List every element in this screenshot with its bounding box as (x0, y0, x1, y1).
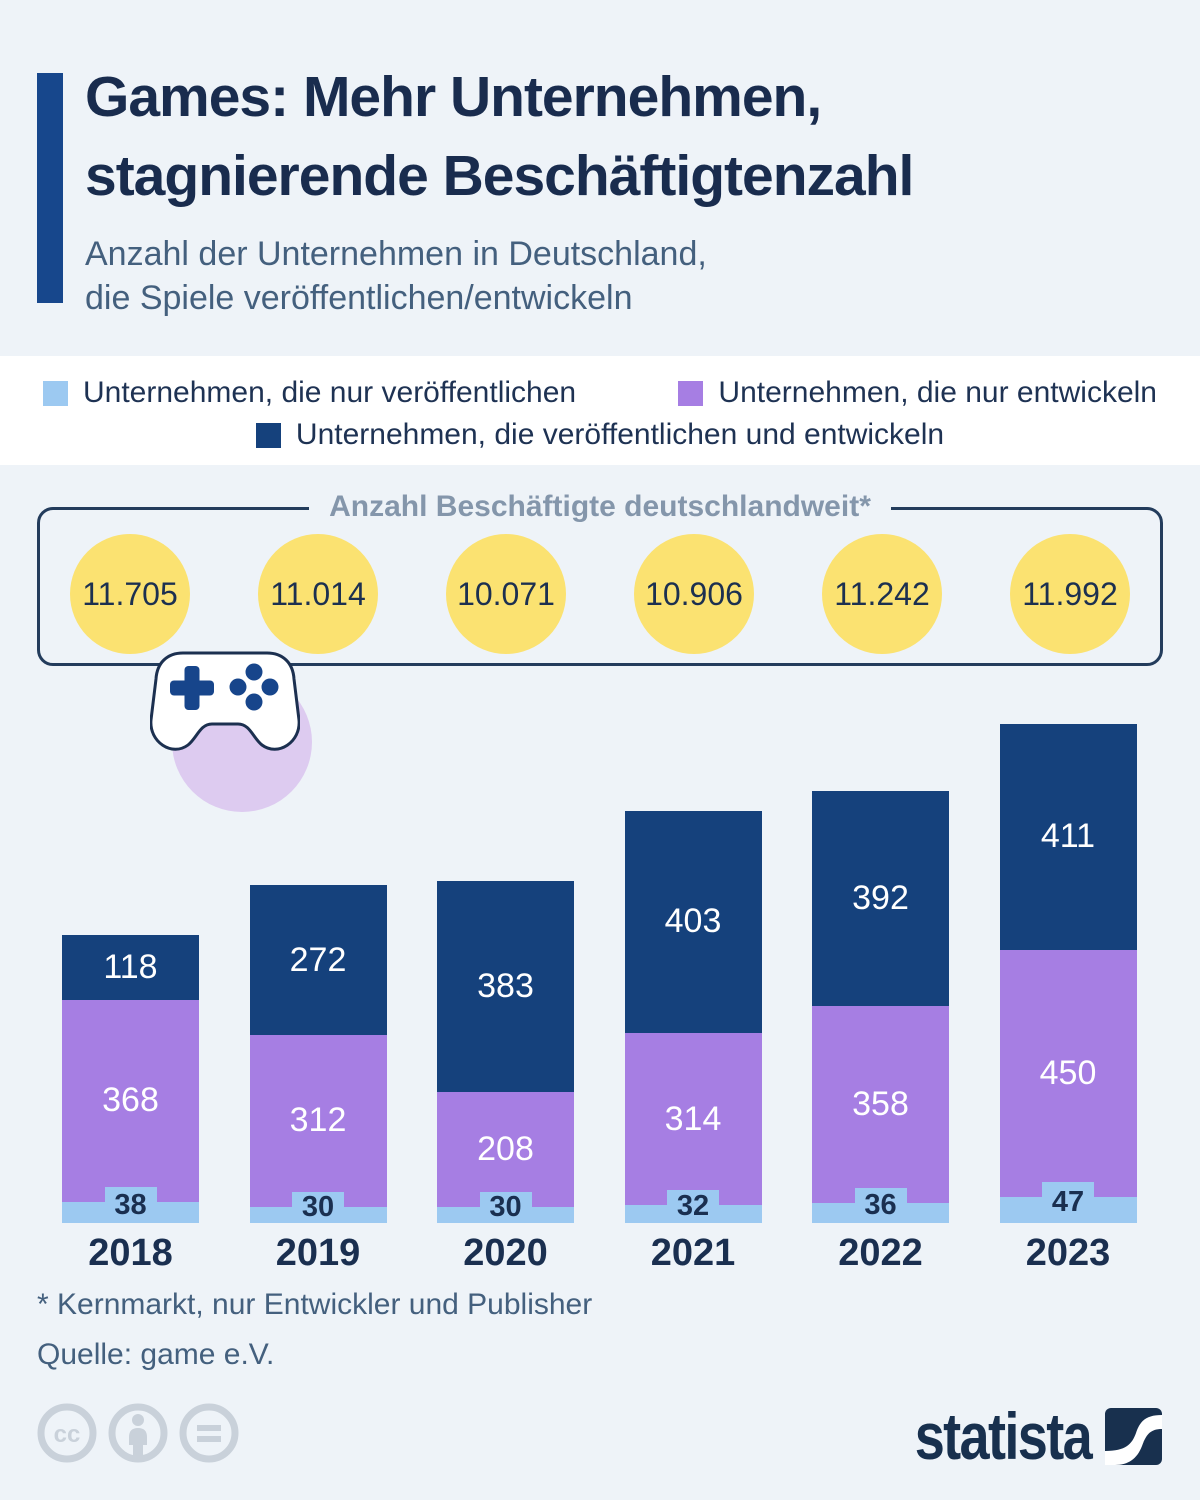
segment-develop-only-2022: 358 (812, 1006, 949, 1204)
segment-develop-only-2023: 450 (999, 949, 1137, 1198)
legend-swatch-publish-and-develop (255, 422, 281, 448)
statista-logo-icon (1105, 1407, 1162, 1465)
legend-item-publish-and-develop: Unternehmen, die veröffentlichen und ent… (255, 418, 945, 452)
cc-attribution-icon (108, 1403, 168, 1463)
employees-circles: 11.705 11.014 10.071 10.906 11.242 11.992 (37, 534, 1163, 654)
legend-label-develop-only: Unternehmen, die nur entwickeln (718, 376, 1157, 409)
x-axis-label-2020: 2020 (463, 1232, 548, 1274)
segment-publish-and-develop-2019: 272 (249, 885, 387, 1035)
legend-label-publish-only: Unternehmen, die nur veröffentlichen (83, 376, 577, 409)
employees-circle-2018: 11.705 (70, 534, 190, 654)
segment-develop-only-2018: 368 (62, 999, 199, 1203)
statista-logo: statista (876, 1398, 1162, 1474)
title-accent-bar (37, 73, 63, 303)
legend-label-publish-and-develop: Unternehmen, die veröffentlichen und ent… (295, 418, 945, 451)
license-icons: cc (37, 1403, 239, 1463)
svg-text:cc: cc (54, 1421, 81, 1448)
employees-circle-2021: 10.906 (634, 534, 754, 654)
bar-2022: 358 392 36 (812, 790, 949, 1223)
legend: Unternehmen, die nur veröffentlichen Unt… (0, 356, 1200, 465)
page-title: Games: Mehr Unternehmen, stagnierende Be… (85, 58, 1185, 216)
bar-2021: 314 403 32 (624, 811, 762, 1223)
cc-icon: cc (37, 1403, 97, 1463)
bar-2020: 208 383 30 (437, 881, 574, 1223)
employees-circle-2019: 11.014 (258, 534, 378, 654)
bar-2018: 368 118 38 (62, 934, 199, 1223)
employees-circle-2022: 11.242 (822, 534, 942, 654)
segment-develop-only-2020: 208 (437, 1092, 574, 1207)
page-subtitle-line2: die Spiele veröffentlichen/entwickeln (85, 279, 633, 317)
segment-publish-only-label-2018: 38 (104, 1187, 157, 1223)
source: Quelle: game e.V. (37, 1338, 275, 1371)
page-title-line2: stagnierende Beschäftigtenzahl (85, 144, 914, 208)
segment-publish-and-develop-2022: 392 (812, 790, 949, 1007)
page-title-line1: Games: Mehr Unternehmen, (85, 65, 822, 129)
segment-publish-and-develop-2021: 403 (624, 811, 762, 1033)
footnote: * Kernmarkt, nur Entwickler und Publishe… (37, 1288, 593, 1321)
segment-publish-only-label-2020: 30 (479, 1191, 532, 1223)
segment-publish-only-label-2023: 47 (1042, 1182, 1094, 1223)
x-axis-label-2023: 2023 (1025, 1232, 1111, 1274)
segment-publish-only-label-2022: 36 (854, 1188, 907, 1223)
x-axis-label-2018: 2018 (88, 1232, 173, 1274)
segment-publish-only-label-2019: 30 (292, 1191, 344, 1223)
segment-publish-and-develop-2020: 383 (437, 881, 574, 1093)
legend-swatch-develop-only (678, 380, 704, 406)
stacked-bar-chart: 368 118 38 312 272 30 208 383 30 314 403 32 358 392 36… (0, 700, 1200, 1223)
segment-publish-and-develop-2018: 118 (62, 934, 199, 1000)
segment-publish-only-label-2021: 32 (667, 1190, 719, 1223)
employees-circle-2020: 10.071 (446, 534, 566, 654)
bar-2023: 450 411 47 (999, 723, 1137, 1223)
segment-publish-and-develop-2023: 411 (999, 723, 1137, 950)
legend-swatch-publish-only (43, 380, 68, 406)
gamepad-icon (150, 651, 300, 751)
x-axis-label-2021: 2021 (650, 1232, 736, 1274)
bar-2019: 312 272 30 (249, 885, 387, 1223)
x-axis-label-2022: 2022 (838, 1232, 923, 1274)
statista-logo-text: statista (914, 1399, 1093, 1473)
segment-develop-only-2021: 314 (624, 1032, 762, 1206)
page-subtitle: Anzahl der Unternehmen in Deutschland, d… (85, 232, 1185, 320)
segment-develop-only-2019: 312 (249, 1034, 387, 1207)
legend-item-publish-only: Unternehmen, die nur veröffentlichen (43, 376, 576, 410)
legend-row-2: Unternehmen, die veröffentlichen und ent… (0, 418, 1200, 452)
x-axis-label-2019: 2019 (275, 1232, 361, 1274)
legend-row-1: Unternehmen, die nur veröffentlichen Unt… (0, 376, 1200, 410)
page-subtitle-line1: Anzahl der Unternehmen in Deutschland, (85, 235, 707, 273)
legend-item-develop-only: Unternehmen, die nur entwickeln (678, 376, 1157, 410)
cc-nd-icon (179, 1403, 239, 1463)
employees-circle-2023: 11.992 (1010, 534, 1130, 654)
